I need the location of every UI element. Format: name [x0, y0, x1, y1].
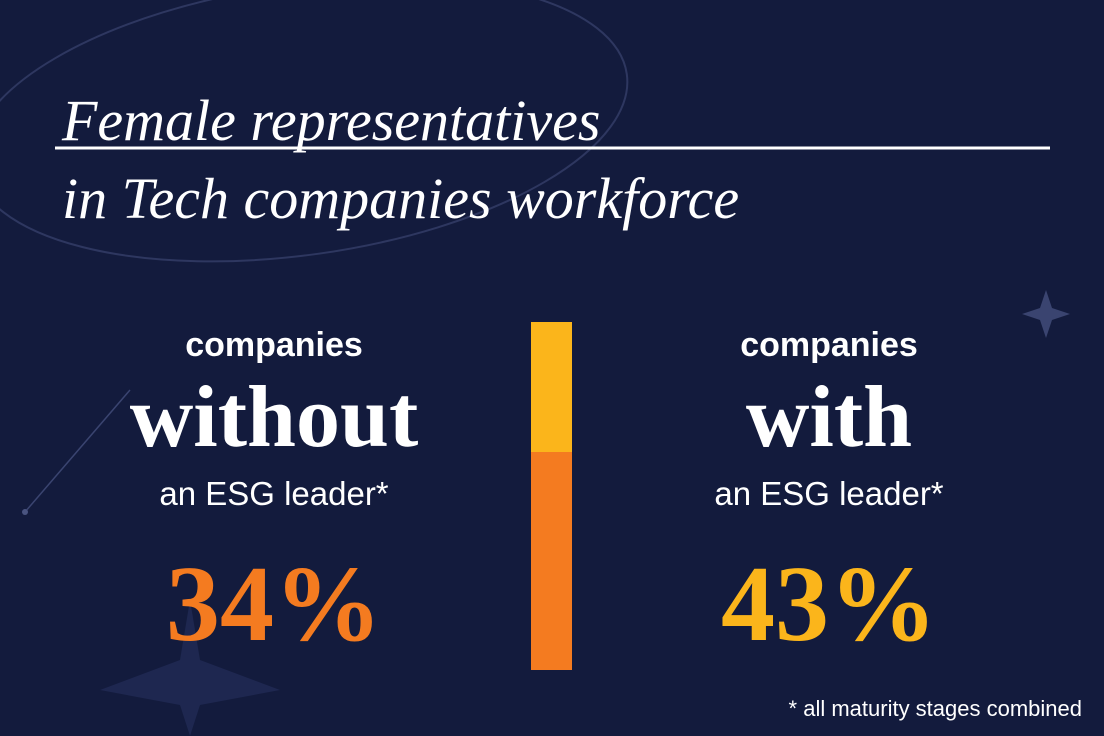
decor-star: [1022, 290, 1070, 338]
column-top: companies: [740, 326, 918, 364]
divider-bottom: [531, 452, 572, 670]
column-figure: 34%: [166, 545, 382, 664]
decor-star: [100, 600, 280, 736]
title-line-1: Female representatives: [61, 88, 600, 153]
title-line-2: in Tech companies workforce: [62, 166, 739, 231]
decor-dot: [22, 509, 28, 515]
column-top: companies: [185, 326, 363, 364]
divider-top: [531, 322, 572, 452]
column-keyword: with: [746, 369, 912, 466]
decor-line: [24, 389, 131, 513]
column-without: companies without an ESG leader* 34%: [130, 326, 419, 664]
footnote: * all maturity stages combined: [789, 696, 1082, 721]
column-figure: 43%: [721, 545, 937, 664]
column-with: companies with an ESG leader* 43%: [714, 326, 943, 664]
column-bottom: an ESG leader*: [159, 475, 388, 512]
column-keyword: without: [130, 369, 419, 466]
decor-orbit: [0, 0, 629, 263]
column-bottom: an ESG leader*: [714, 475, 943, 512]
